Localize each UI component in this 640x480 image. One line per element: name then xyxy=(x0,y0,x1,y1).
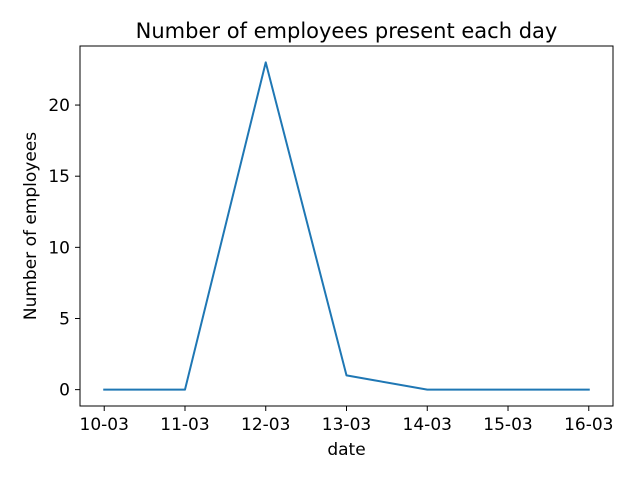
x-tick-label: 16-03 xyxy=(564,415,613,435)
tick-layer: 10-03 11-03 12-03 13-03 14-03 15-03 16-03 0 5 10 1… xyxy=(48,96,613,435)
series-layer xyxy=(103,61,590,391)
y-tick-label: 20 xyxy=(48,96,70,116)
y-tick-label: 0 xyxy=(59,381,70,401)
y-tick-label: 15 xyxy=(48,167,70,187)
y-tick-label: 10 xyxy=(48,238,70,258)
y-tick-label: 5 xyxy=(59,309,70,329)
series-line xyxy=(103,61,590,391)
x-tick-label: 13-03 xyxy=(322,415,371,435)
x-tick-label: 14-03 xyxy=(403,415,452,435)
plot-frame xyxy=(79,45,614,407)
x-tick-label: 10-03 xyxy=(80,415,129,435)
x-tick-label: 15-03 xyxy=(483,415,532,435)
x-axis-title: date xyxy=(327,440,365,460)
chart-title: Number of employees present each day xyxy=(136,19,558,43)
x-tick-label: 11-03 xyxy=(160,415,209,435)
x-tick-label: 12-03 xyxy=(241,415,290,435)
y-axis-title: Number of employees xyxy=(21,132,41,320)
